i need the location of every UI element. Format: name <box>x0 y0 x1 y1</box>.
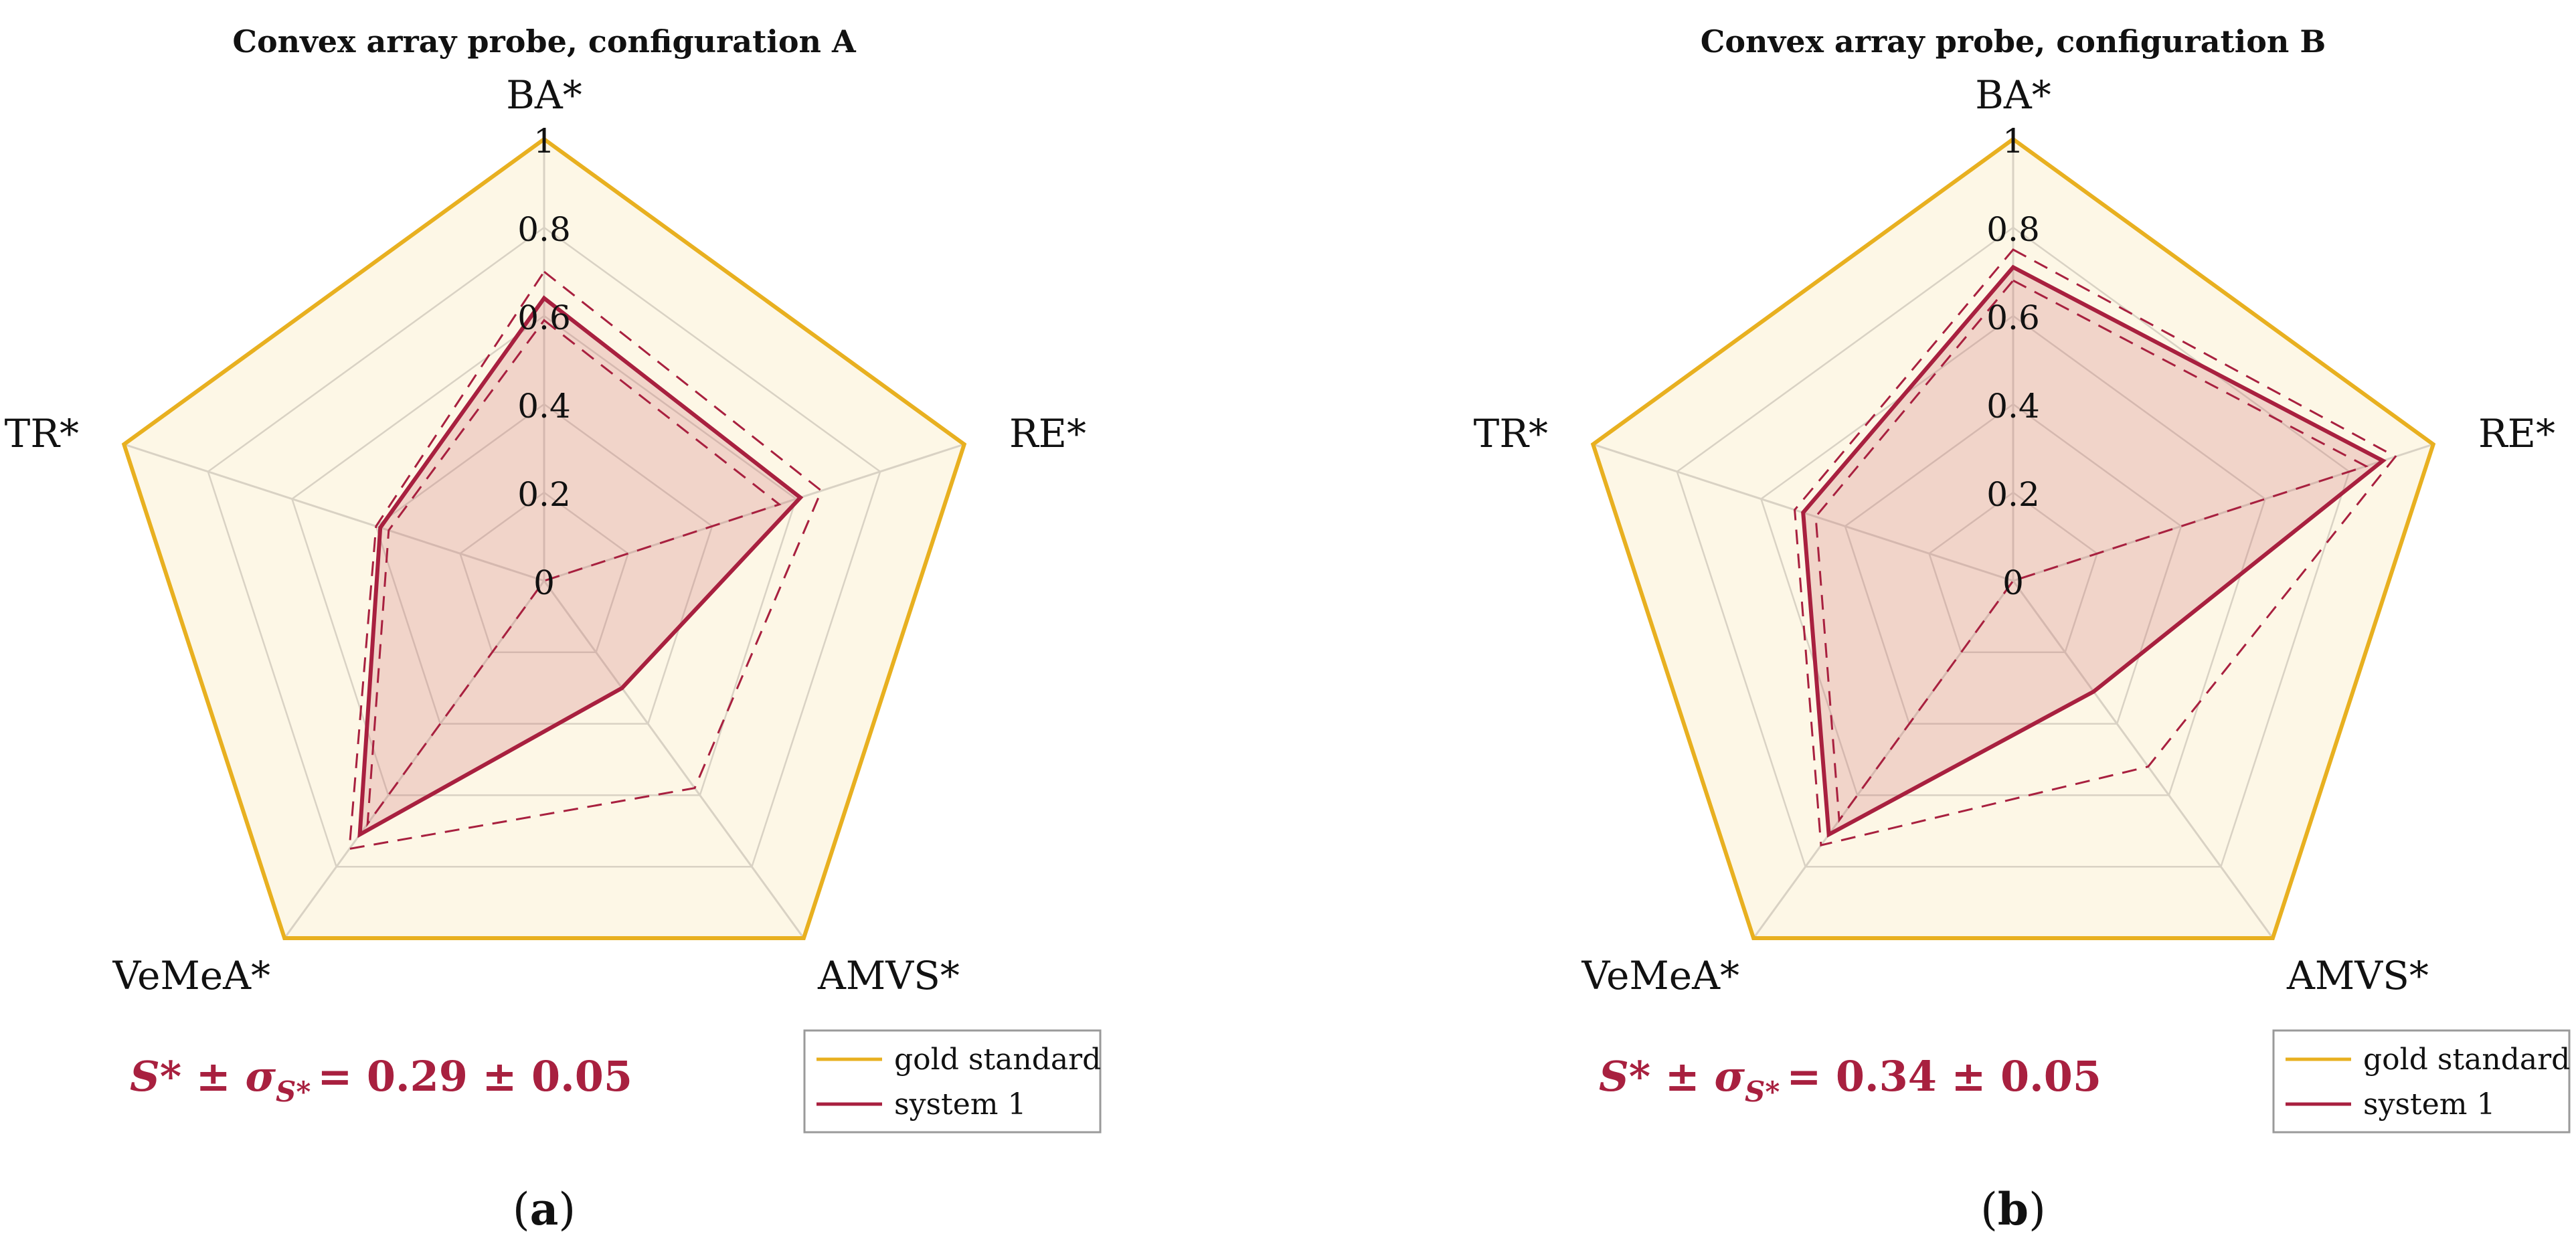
panel-label: (b) <box>1980 1183 2046 1235</box>
tick-label: 0.6 <box>517 298 571 337</box>
score-value: = 0.29 ± 0.05 <box>317 1052 632 1101</box>
axis-label-amvs: AMVS* <box>817 953 960 998</box>
axis-label-vemea: VeMeA* <box>1581 953 1739 998</box>
system-line <box>1801 264 2387 838</box>
axis-label-tr: TR* <box>1474 411 1548 456</box>
score-prefix: S* ± σ <box>1599 1052 1745 1101</box>
axis-spoke <box>2012 443 2434 582</box>
system-area <box>1803 267 2383 835</box>
grid-ring <box>375 403 713 725</box>
legend: gold standard system 1 <box>803 1029 1102 1134</box>
gold-standard-line <box>1590 137 2436 940</box>
axis-label-amvs: AMVS* <box>2286 953 2429 998</box>
radar-plot: 0 0.2 0.4 0.6 0.8 1 <box>1590 122 2436 940</box>
radar-panel-b: Convex array probe, configuration B 0 0.2… <box>1474 23 2571 1235</box>
axis-label-re: RE* <box>1009 411 1086 456</box>
panel-label: (a) <box>513 1183 576 1235</box>
tick-label: 0.8 <box>1986 210 2040 249</box>
system-line <box>357 295 804 838</box>
radar-panel-a: Convex array probe, configuration A 0 0.2… <box>5 23 1102 1235</box>
grid-ring <box>1928 491 2098 654</box>
grid-ring <box>459 491 629 654</box>
system-lower-bound <box>366 319 782 828</box>
score-text: S* ± σS* = 0.34 ± 0.05 <box>1599 1052 2101 1108</box>
score-value: = 0.34 ± 0.05 <box>1786 1052 2101 1101</box>
tick-label: 1 <box>2002 122 2024 161</box>
grid-ring <box>207 226 881 868</box>
system-upper-bound <box>1794 248 2397 846</box>
tick-label: 0.8 <box>517 210 571 249</box>
axis-label-tr: TR* <box>5 411 79 456</box>
grid-ring <box>1676 226 2350 868</box>
axis-label-vemea: VeMeA* <box>112 953 270 998</box>
radar-plot: 0 0.2 0.4 0.6 0.8 1 <box>121 122 967 940</box>
legend-system-label: system 1 <box>2363 1087 2495 1122</box>
axis-spoke <box>2012 580 2274 939</box>
system-lower-bound <box>1814 279 2369 823</box>
grid-ring <box>1759 315 2267 796</box>
axis-label-ba: BA* <box>1975 72 2051 118</box>
tick-label: 0.4 <box>517 387 571 426</box>
tick-label: 0 <box>2002 563 2024 602</box>
system-upper-bound <box>348 270 823 850</box>
chart-title: Convex array probe, configuration A <box>232 23 857 60</box>
axis-spoke <box>543 580 805 939</box>
axis-spoke <box>283 580 545 939</box>
legend-box <box>803 1029 1102 1134</box>
score-subscript: S* <box>276 1075 311 1108</box>
axis-label-re: RE* <box>2478 411 2555 456</box>
tick-label: 0.2 <box>1986 475 2040 514</box>
grid-ring <box>1844 403 2182 725</box>
tick-label: 0 <box>533 563 555 602</box>
tick-label: 0.2 <box>517 475 571 514</box>
axis-label-ba: BA* <box>506 72 582 118</box>
score-text: S* ± σS* = 0.29 ± 0.05 <box>130 1052 632 1108</box>
legend-gold-label: gold standard <box>894 1043 1101 1077</box>
tick-label: 1 <box>533 122 555 161</box>
legend-box <box>2272 1029 2571 1134</box>
grid-ring <box>290 315 798 796</box>
legend-gold-label: gold standard <box>2363 1043 2570 1077</box>
score-subscript: S* <box>1745 1075 1780 1108</box>
system-area <box>359 298 800 835</box>
legend-system-label: system 1 <box>894 1087 1026 1122</box>
tick-label: 0.4 <box>1986 387 2040 426</box>
gold-standard-line <box>121 137 967 940</box>
legend: gold standard system 1 <box>2272 1029 2571 1134</box>
tick-label: 0.6 <box>1986 298 2040 337</box>
chart-title: Convex array probe, configuration B <box>1701 23 2326 60</box>
axis-spoke <box>123 443 545 582</box>
score-prefix: S* ± σ <box>130 1052 276 1101</box>
